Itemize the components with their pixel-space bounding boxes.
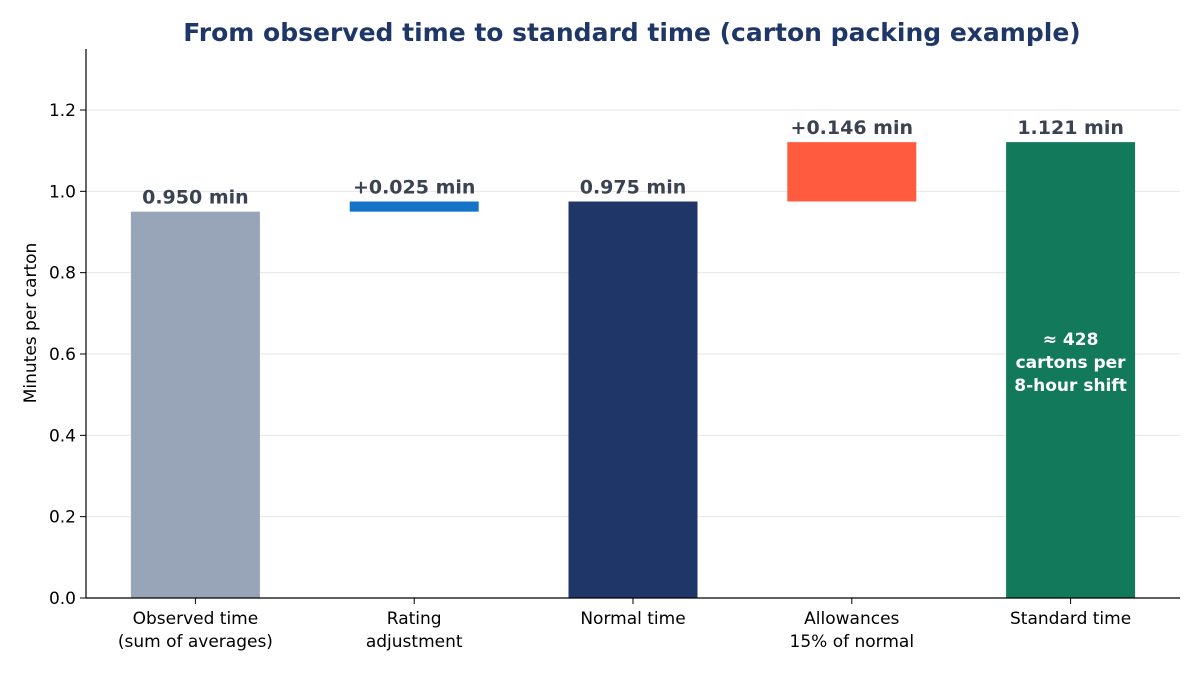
y-tick-label: 0.6 <box>49 345 76 365</box>
y-tick-label: 0.0 <box>49 589 76 609</box>
bar-annotation: ≈ 428 <box>1043 330 1099 350</box>
bar <box>1006 142 1136 599</box>
y-axis-label: Minutes per carton <box>21 243 41 404</box>
y-tick-label: 0.4 <box>49 426 76 446</box>
chart-title: From observed time to standard time (car… <box>183 18 1080 47</box>
y-tick-label: 0.2 <box>49 508 76 528</box>
x-tick-label: 15% of normal <box>790 632 915 652</box>
data-label: +0.146 min <box>791 117 913 139</box>
x-tick-label: Allowances <box>804 609 899 629</box>
data-label: 0.975 min <box>580 177 687 199</box>
data-label: +0.025 min <box>353 177 475 199</box>
x-tick-label: Rating <box>387 609 442 629</box>
y-tick-label: 1.2 <box>49 101 76 121</box>
y-tick-label: 1.0 <box>49 182 76 202</box>
y-tick-label: 0.8 <box>49 264 76 284</box>
bars <box>130 142 1136 599</box>
bar <box>349 201 479 212</box>
bar <box>130 211 260 598</box>
x-tick-label: Normal time <box>580 609 685 629</box>
x-tick-label: Standard time <box>1010 609 1131 629</box>
bar-annotation: cartons per <box>1016 353 1127 373</box>
x-tick-label: (sum of averages) <box>118 632 273 652</box>
data-label: 1.121 min <box>1017 117 1124 139</box>
axes: 0.0 0.2 0.4 0.6 0.8 1.0 1.2 Observed time (sum o… <box>49 49 1180 652</box>
bar <box>787 142 917 202</box>
data-label: 0.950 min <box>142 187 249 209</box>
bar-annotation: 8-hour shift <box>1014 376 1127 396</box>
x-tick-label: Observed time <box>133 609 259 629</box>
value-labels: 0.950 min +0.025 min 0.975 min +0.146 min 1.… <box>142 117 1127 396</box>
x-tick-label: adjustment <box>366 632 463 652</box>
bar <box>568 201 698 598</box>
